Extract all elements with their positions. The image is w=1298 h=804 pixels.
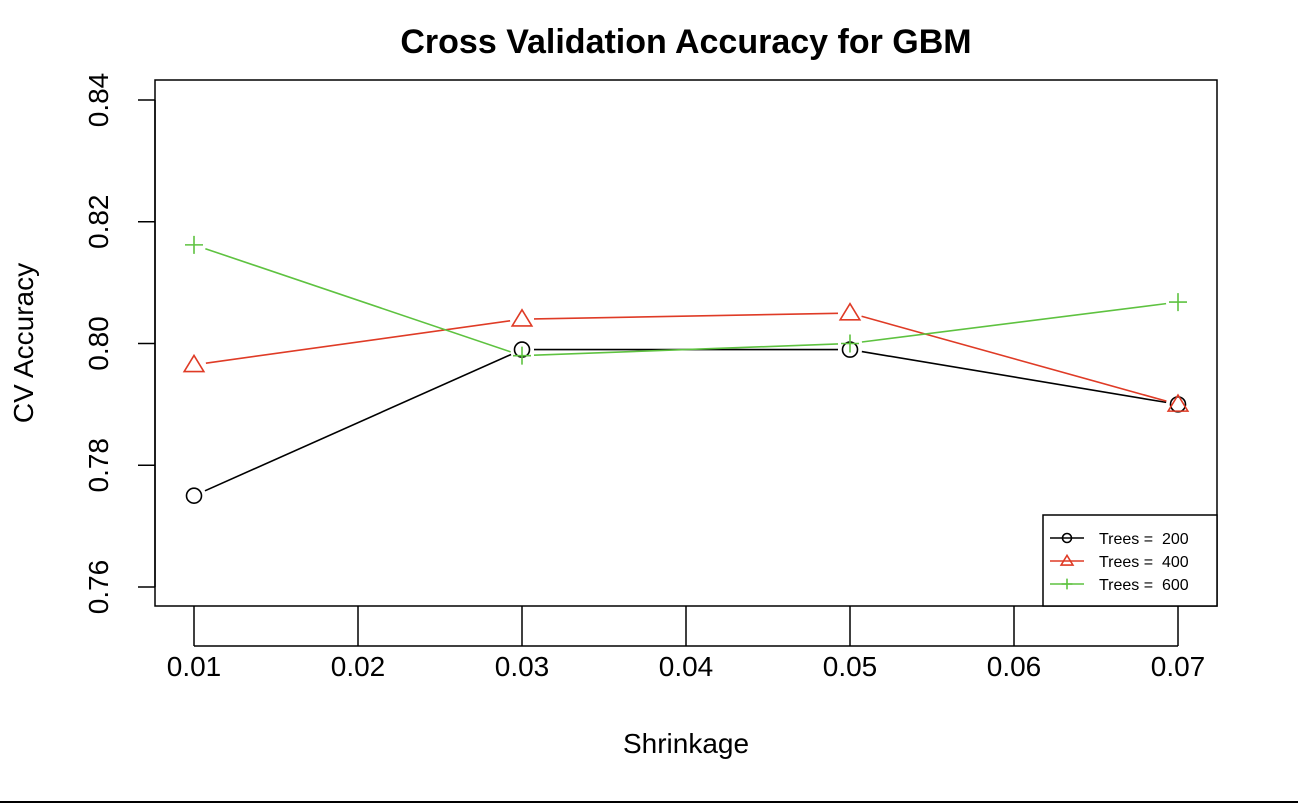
- series-2-point: [182, 353, 206, 373]
- x-axis: 0.01 0.02 0.03 0.04 0.05 0.06 0.07: [167, 606, 1206, 682]
- y-tick-label: 0.82: [83, 195, 114, 250]
- y-axis: 0.76 0.78 0.80 0.82 0.84: [83, 73, 156, 615]
- y-tick-label: 0.84: [83, 73, 114, 128]
- series-2-point: [1166, 393, 1190, 412]
- legend-label: Trees = 400: [1099, 554, 1189, 571]
- series-2-point: [510, 308, 534, 327]
- x-tick-label: 0.02: [331, 651, 386, 682]
- series-3-line-segment: [533, 343, 839, 357]
- legend-marker: [1059, 553, 1075, 566]
- series-3-point: [185, 235, 203, 254]
- bottom-rule: [0, 801, 1298, 803]
- x-tick-label: 0.03: [495, 651, 550, 682]
- y-tick-label: 0.80: [83, 316, 114, 371]
- series-3-line-segment: [861, 302, 1167, 343]
- series-1-point: [185, 487, 203, 504]
- series-3-point: [841, 334, 859, 353]
- y-axis-label: CV Accuracy: [8, 263, 39, 423]
- chart-title: Cross Validation Accuracy for GBM: [400, 23, 971, 61]
- series-3: [185, 235, 1187, 365]
- x-tick-label: 0.05: [823, 651, 878, 682]
- legend: Trees = 200 Trees = 400 Trees = 600: [1042, 514, 1218, 607]
- legend-marker: [1061, 578, 1073, 590]
- series-2-line-segment: [205, 320, 511, 364]
- series-2: [182, 302, 1190, 412]
- x-tick-label: 0.01: [167, 651, 222, 682]
- series-2-line-segment: [861, 315, 1167, 402]
- series-1: [185, 341, 1187, 504]
- series-2-point: [838, 302, 862, 321]
- x-axis-label: Shrinkage: [623, 728, 749, 759]
- y-tick-label: 0.78: [83, 438, 114, 493]
- legend-label: Trees = 600: [1099, 577, 1189, 594]
- series-layer: [182, 235, 1190, 504]
- series-1-line-segment: [861, 350, 1167, 404]
- y-tick-label: 0.76: [83, 560, 114, 615]
- series-2-line-segment: [533, 312, 839, 320]
- series-3-point: [513, 346, 531, 365]
- x-tick-label: 0.07: [1151, 651, 1206, 682]
- legend-marker: [1061, 532, 1073, 544]
- series-1-line-segment: [204, 353, 512, 492]
- series-3-line-segment: [205, 247, 511, 353]
- x-tick-label: 0.04: [659, 651, 714, 682]
- x-tick-label: 0.06: [987, 651, 1042, 682]
- series-3-point: [1169, 293, 1187, 312]
- legend-label: Trees = 200: [1099, 531, 1189, 548]
